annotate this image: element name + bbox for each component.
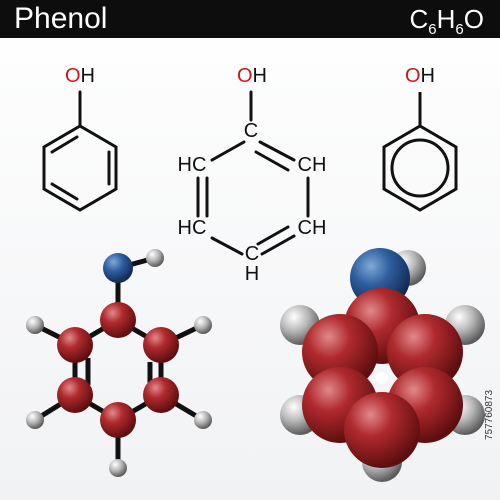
atom-label: CH [297, 154, 327, 176]
header-bar [0, 0, 500, 38]
atom-label: CH [297, 217, 327, 239]
image-id: 757760873 [484, 390, 495, 440]
atom-label: HC [177, 217, 207, 239]
space-filling-model [280, 248, 485, 482]
atom-label: HC [177, 154, 207, 176]
atom-label: C [244, 243, 260, 265]
formula-part: C [409, 4, 429, 34]
atom-label: H [244, 263, 260, 285]
aromatic-oh: OH [404, 65, 436, 87]
formula-part: 6 [455, 21, 464, 39]
condensed-oh: OH [236, 65, 268, 87]
aromatic-formula [382, 92, 458, 212]
formula-part: 6 [428, 21, 437, 39]
formula: C6H6O [410, 4, 484, 38]
skeletal-oh: OH [64, 65, 96, 87]
ball-and-stick-model [26, 249, 212, 477]
title: Phenol [14, 2, 108, 35]
condensed-bonds [196, 90, 310, 256]
atom-label: C [243, 120, 259, 142]
formula-part: H [436, 4, 456, 34]
skeletal-formula [42, 90, 118, 212]
formula-part: O [463, 4, 484, 34]
